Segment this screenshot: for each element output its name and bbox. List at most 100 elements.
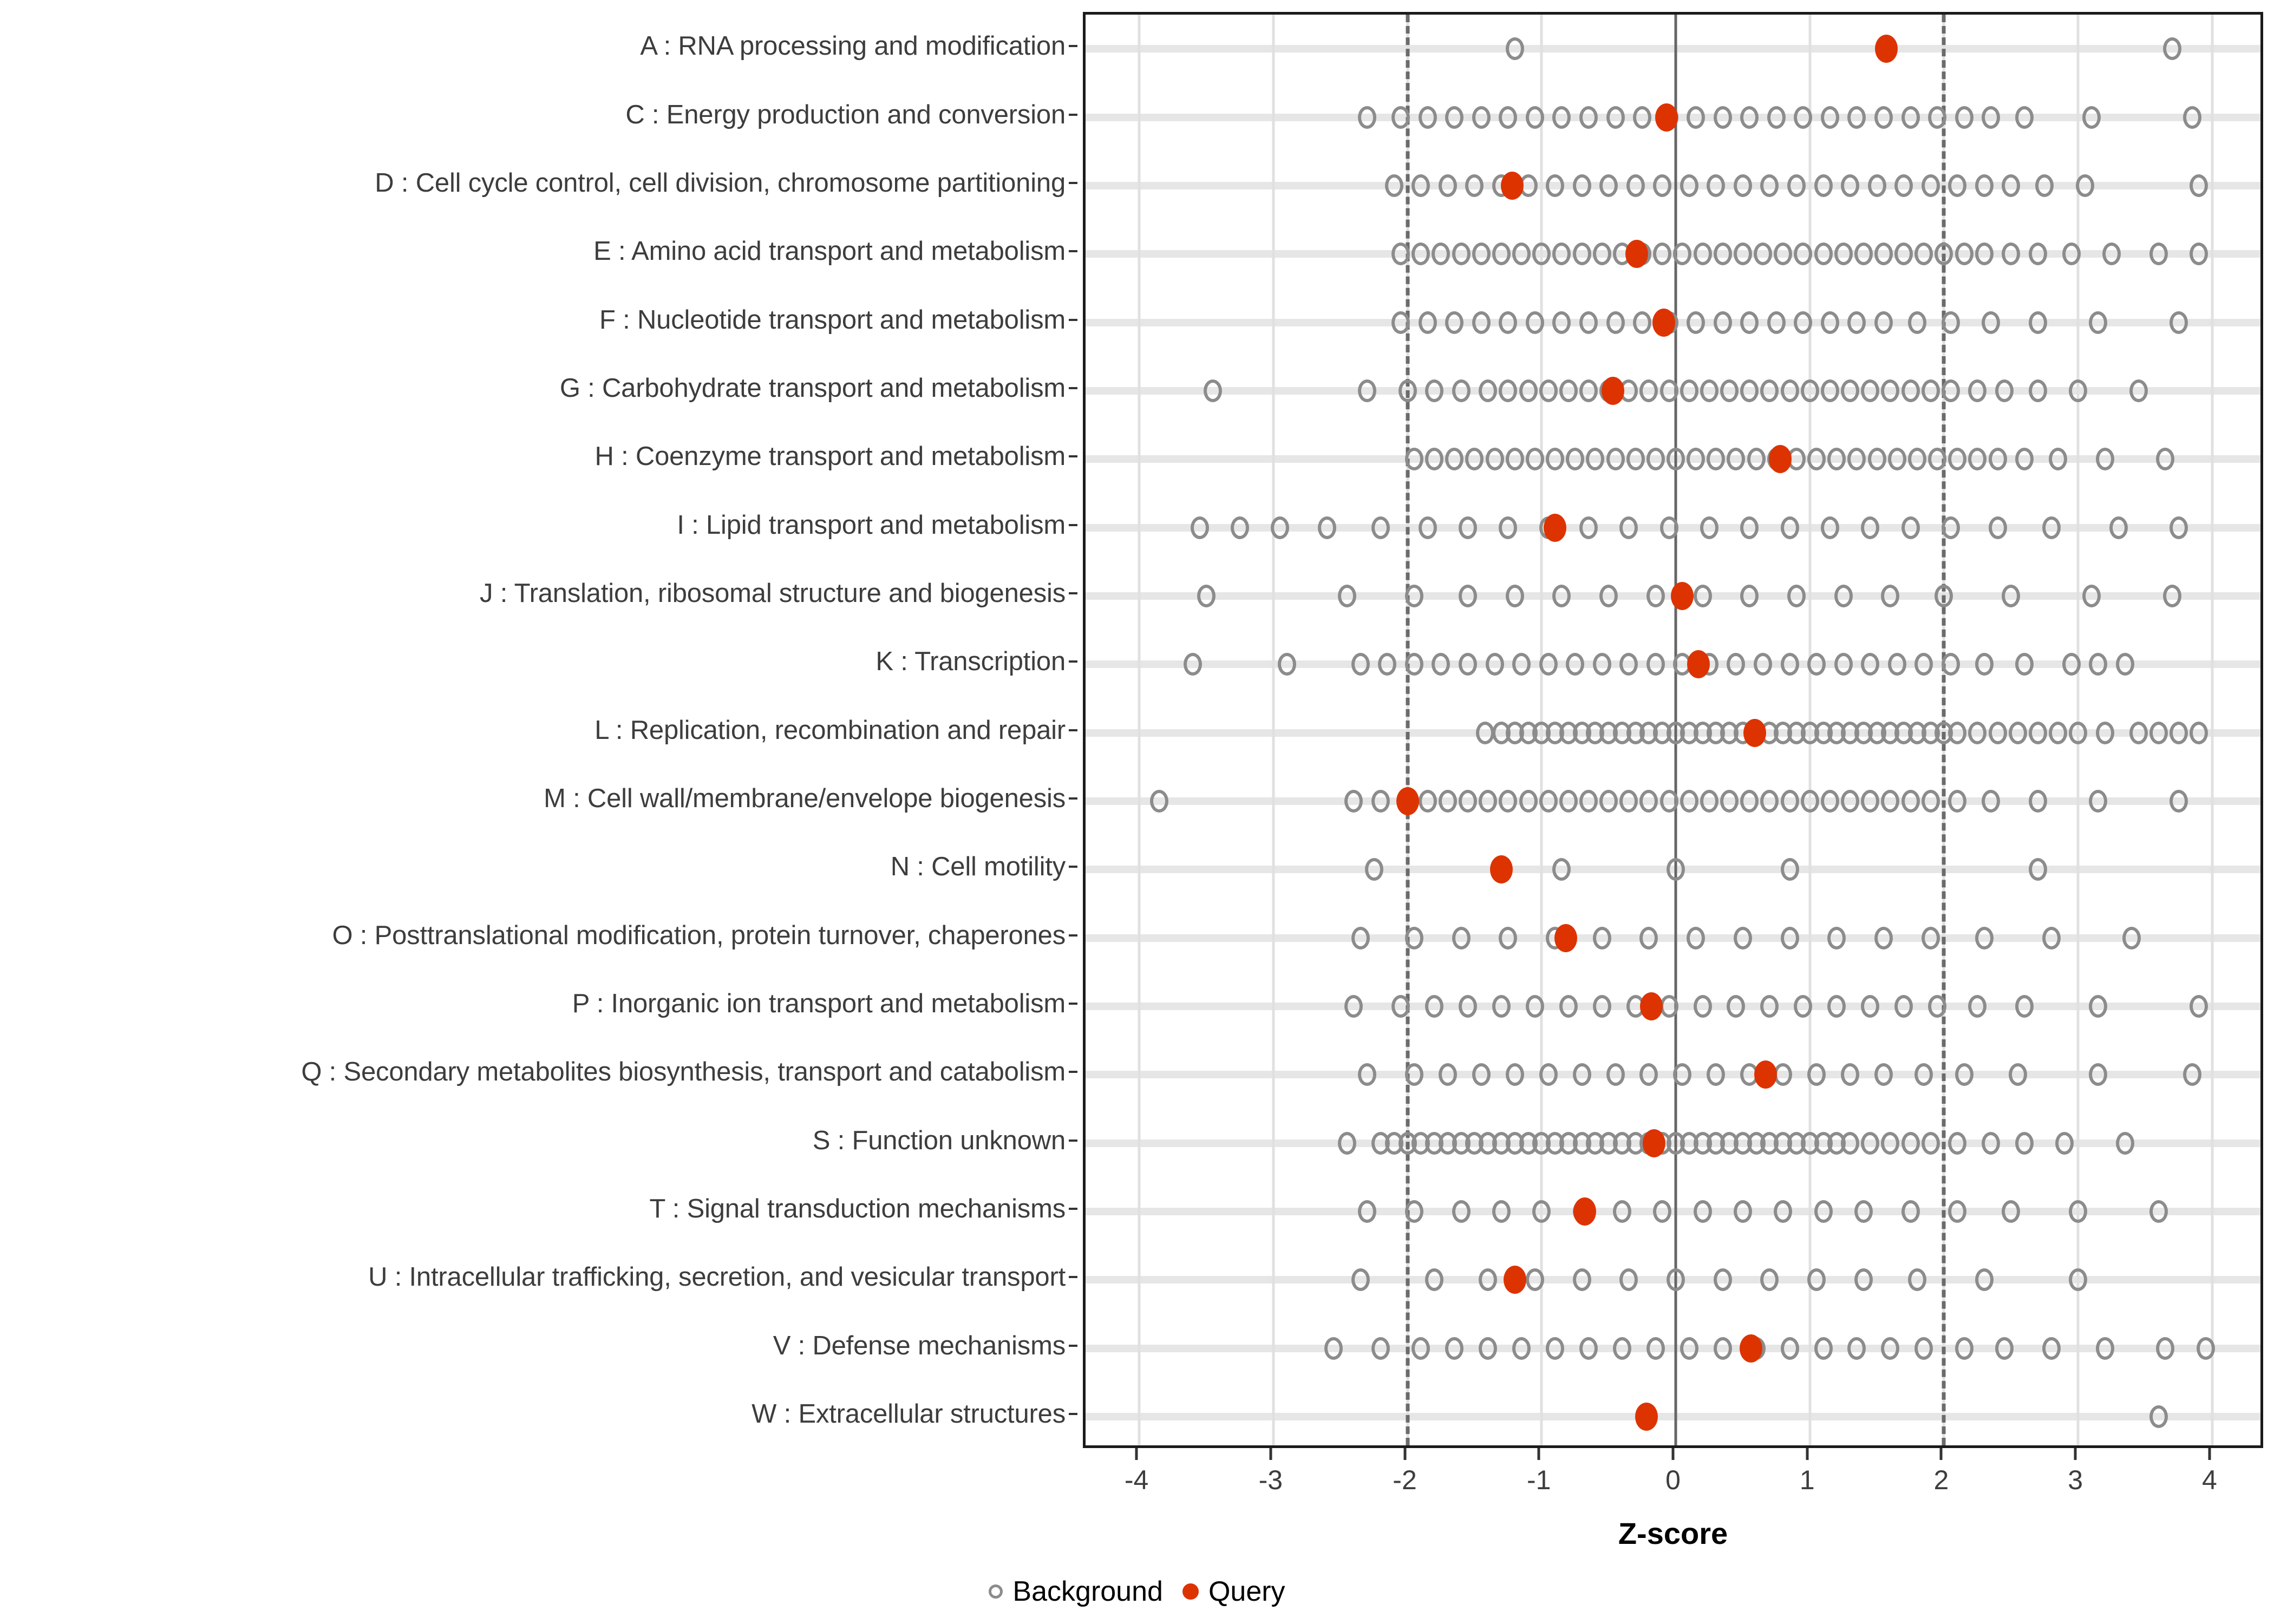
background-point xyxy=(1928,106,1947,129)
background-point xyxy=(1358,1200,1377,1223)
background-point xyxy=(1525,1268,1544,1292)
background-point xyxy=(1317,516,1336,539)
background-point xyxy=(1814,1337,1833,1360)
background-point xyxy=(1988,516,2007,539)
background-point xyxy=(1519,789,1538,813)
background-point xyxy=(1713,106,1732,129)
row-gridline xyxy=(1086,1207,2260,1215)
background-point xyxy=(1204,379,1223,402)
background-point xyxy=(1532,1200,1551,1223)
row-gridline xyxy=(1086,934,2260,942)
background-point xyxy=(1921,379,1940,402)
background-point xyxy=(1539,789,1558,813)
background-point xyxy=(1452,926,1471,949)
background-point xyxy=(1754,243,1773,266)
background-point xyxy=(2069,379,2088,402)
background-point xyxy=(1653,1200,1672,1223)
background-point xyxy=(2102,243,2121,266)
x-axis-tick xyxy=(2074,1448,2077,1460)
background-point xyxy=(1197,584,1216,607)
background-point xyxy=(2095,721,2114,744)
background-point xyxy=(1982,106,2001,129)
background-point xyxy=(2015,448,2034,471)
background-point xyxy=(1404,653,1423,676)
query-point xyxy=(1554,924,1577,952)
background-point xyxy=(1452,243,1471,266)
background-point xyxy=(2149,1200,2168,1223)
background-point xyxy=(1485,448,1504,471)
background-point xyxy=(2049,721,2068,744)
y-axis-tick xyxy=(1069,934,1077,937)
background-point xyxy=(1525,106,1544,129)
background-point xyxy=(2028,858,2047,881)
background-point xyxy=(1700,516,1718,539)
x-axis-tick xyxy=(1537,1448,1540,1460)
y-axis-tick xyxy=(1069,1207,1077,1210)
background-point xyxy=(1579,379,1598,402)
background-point xyxy=(1612,1337,1631,1360)
query-point xyxy=(1625,240,1649,269)
y-axis-tick xyxy=(1069,1002,1077,1005)
query-point xyxy=(1573,1197,1596,1226)
background-point xyxy=(1479,379,1498,402)
y-axis-label: H : Coenzyme transport and metabolism xyxy=(594,442,1066,472)
background-point xyxy=(1633,311,1652,334)
background-point xyxy=(2035,174,2054,197)
background-point xyxy=(1271,516,1290,539)
background-point xyxy=(2028,379,2047,402)
y-axis-category-labels: A : RNA processing and modification C : E… xyxy=(0,0,1077,1448)
background-point xyxy=(1479,1268,1498,1292)
x-axis-tick-label: -1 xyxy=(1527,1465,1551,1495)
background-point xyxy=(1975,1268,1994,1292)
background-point xyxy=(1881,1131,1900,1155)
background-point xyxy=(2190,721,2208,744)
filled-circle-icon xyxy=(1182,1583,1199,1600)
background-point xyxy=(1935,243,1953,266)
background-point xyxy=(1552,106,1571,129)
x-axis: -4 -3 -2 -1 0 1 2 3 4 xyxy=(1083,1448,2263,1524)
background-point xyxy=(1760,1268,1779,1292)
background-point xyxy=(1619,1268,1638,1292)
background-point xyxy=(1659,789,1678,813)
background-point xyxy=(2089,311,2108,334)
background-point xyxy=(1955,106,1974,129)
background-point xyxy=(1968,721,1987,744)
background-point xyxy=(1948,789,1967,813)
background-point xyxy=(1358,1063,1377,1086)
background-point xyxy=(1687,448,1706,471)
background-point xyxy=(1552,858,1571,881)
background-point xyxy=(1364,858,1383,881)
background-point xyxy=(1854,1268,1873,1292)
background-point xyxy=(1887,448,1906,471)
background-point xyxy=(2169,789,2188,813)
background-point xyxy=(1579,789,1598,813)
background-point xyxy=(1391,243,1410,266)
background-point xyxy=(1579,311,1598,334)
background-point xyxy=(1841,1131,1860,1155)
query-point xyxy=(1655,103,1678,132)
background-point xyxy=(1941,516,1960,539)
background-point xyxy=(1713,1337,1732,1360)
background-point xyxy=(1230,516,1249,539)
background-point xyxy=(1901,1131,1920,1155)
y-axis-tick xyxy=(1069,387,1077,389)
background-point xyxy=(1606,106,1625,129)
background-point xyxy=(1740,379,1759,402)
background-point xyxy=(2008,1063,2027,1086)
background-point xyxy=(1371,516,1390,539)
legend-item-background: Background xyxy=(989,1575,1163,1608)
background-point xyxy=(1707,1063,1726,1086)
background-point xyxy=(1552,311,1571,334)
background-point xyxy=(1592,994,1611,1018)
background-point xyxy=(1707,174,1726,197)
background-point xyxy=(1914,243,1933,266)
chart-legend: Background Query xyxy=(0,1575,2274,1608)
background-point xyxy=(1794,311,1813,334)
open-circle-icon xyxy=(989,1584,1003,1599)
background-point xyxy=(1921,926,1940,949)
background-point xyxy=(2169,311,2188,334)
background-point xyxy=(1646,1337,1665,1360)
background-point xyxy=(1445,1337,1464,1360)
background-point xyxy=(1780,926,1799,949)
background-point xyxy=(1344,789,1363,813)
